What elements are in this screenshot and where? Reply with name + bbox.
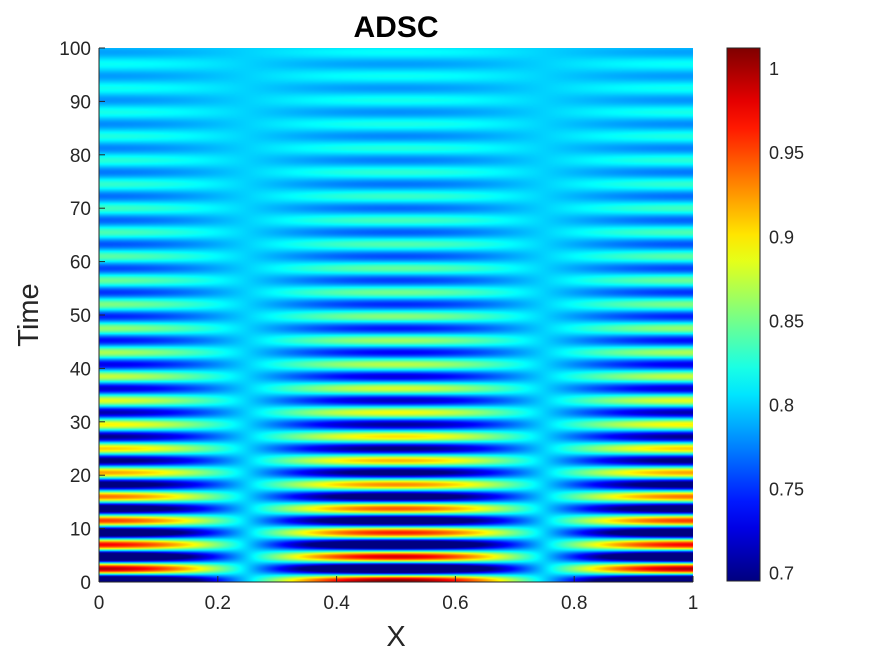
- colorbar-tick-label: 0.95: [769, 143, 804, 163]
- axes: 0 0.2 0.4 0.6 0.8 101020304050607080901000.70…: [59, 39, 804, 614]
- colorbar-tick-label: 0.7: [769, 564, 794, 584]
- y-tick-label: 90: [70, 92, 91, 113]
- heatmap-canvas: [99, 48, 693, 582]
- x-tick-label: 0.6: [442, 593, 468, 614]
- x-tick-label: 1: [688, 593, 699, 614]
- y-tick-label: 70: [70, 199, 91, 220]
- y-tick-label: 60: [70, 253, 91, 274]
- y-axis-label: Time: [13, 283, 45, 346]
- y-tick-label: 100: [59, 39, 91, 60]
- x-axis-label: X: [386, 621, 405, 653]
- x-tick-label: 0.2: [205, 593, 231, 614]
- y-tick-label: 30: [70, 413, 91, 434]
- x-tick-label: 0.8: [561, 593, 587, 614]
- heatmap-canvas-holder: [99, 48, 693, 582]
- colorbar-tick-label: 1: [769, 59, 779, 79]
- y-tick-label: 40: [70, 359, 91, 380]
- y-tick-label: 10: [70, 520, 91, 541]
- colorbar-tick-label: 0.85: [769, 311, 804, 331]
- colorbar-tick-label: 0.75: [769, 480, 804, 500]
- colorbar-frame: [726, 47, 761, 582]
- x-tick-label: 0: [94, 593, 105, 614]
- x-tick-label: 0.4: [323, 593, 350, 614]
- y-tick-label: 20: [70, 466, 91, 487]
- colorbar-tick-label: 0.8: [769, 395, 794, 415]
- colorbar-tick-label: 0.9: [769, 227, 794, 247]
- y-tick-label: 0: [80, 573, 91, 594]
- colorbar-fill: [727, 48, 760, 581]
- y-tick-label: 80: [70, 146, 91, 167]
- colorbar: [726, 47, 761, 582]
- y-tick-label: 50: [70, 306, 91, 327]
- heatmap: [99, 48, 693, 582]
- chart-title: ADSC: [353, 11, 438, 44]
